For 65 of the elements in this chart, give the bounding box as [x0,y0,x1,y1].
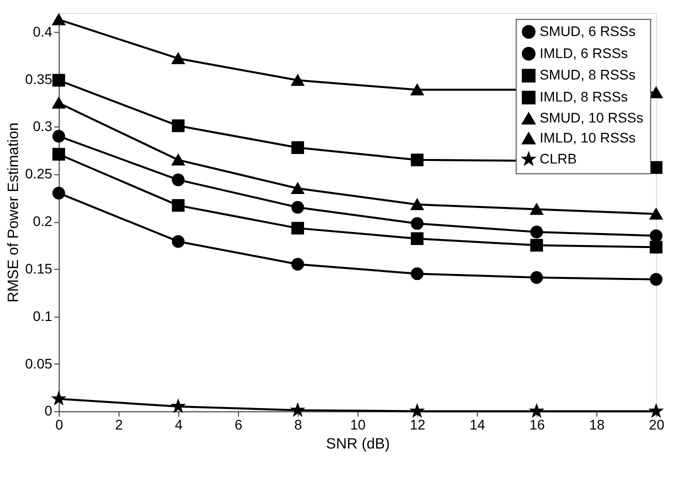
point [291,182,304,194]
point [52,148,66,161]
y-tick-label: 0.15 [25,260,53,276]
point [650,208,662,220]
y-axis-title: RMSE of Power Estimation [5,122,22,303]
point [52,97,66,109]
point [291,74,304,86]
x-tick-label: 18 [589,416,605,433]
x-tick-label: 0 [55,416,64,433]
point [410,154,424,166]
point [410,217,424,230]
point [291,258,304,271]
point [410,198,424,210]
point [530,204,543,215]
y-tick-label: 0.4 [32,23,53,40]
point [650,273,662,286]
point [411,404,424,416]
point [172,173,185,186]
point [172,235,185,248]
x-axis-title: SNR (dB) [326,436,390,453]
y-tick-label: 0.35 [25,70,53,87]
point [292,404,304,416]
legend-label: SMUD, 10 RSSs [540,109,644,126]
x-tick-label: 6 [234,416,243,433]
point [172,119,185,132]
point [650,229,662,242]
point [172,52,185,64]
point [291,222,304,235]
y-tick-label: 0.3 [32,118,53,134]
x-tick-label: 16 [529,416,546,433]
point [530,226,543,238]
point [410,267,424,280]
x-tick-label: 8 [294,416,302,433]
point [52,14,66,26]
x-tick-label: 10 [350,416,366,433]
point [52,74,66,87]
point [530,238,543,252]
legend-label: IMLD, 6 RSSs [540,44,628,61]
legend-label: CLRB [540,150,577,166]
point [650,161,662,174]
legend-label: SMUD, 6 RSSs [540,22,636,39]
point [291,200,304,214]
point [172,154,185,166]
x-tick-label: 20 [648,416,665,433]
point [650,86,662,98]
x-tick-label: 4 [174,416,183,433]
point [172,199,185,212]
y-tick-label: 0.25 [25,166,53,182]
point [650,240,662,254]
legend-label: SMUD, 8 RSSs [540,66,636,83]
y-tick-label: 0.1 [32,308,53,324]
y-tick-label: 0.05 [25,355,53,372]
point [410,84,424,96]
point [291,141,304,154]
x-tick-label: 2 [115,416,124,433]
point [52,186,66,200]
point [530,271,543,284]
x-tick-label: 12 [410,416,426,433]
y-tick-label: 0 [44,402,53,419]
y-tick-label: 0.2 [32,213,53,230]
legend-label: IMLD, 8 RSSs [540,88,628,105]
point [410,232,424,245]
point [52,130,66,143]
x-tick-label: 14 [470,416,486,433]
legend-label: IMLD, 10 RSSs [540,129,636,146]
